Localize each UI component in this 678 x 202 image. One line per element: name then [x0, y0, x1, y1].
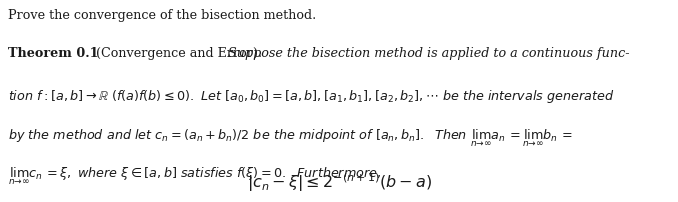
Text: $|c_n - \xi| \leq 2^{-(n+1)}(b - a)$: $|c_n - \xi| \leq 2^{-(n+1)}(b - a)$ — [247, 170, 431, 193]
Text: Suppose the bisection method is applied to a continuous func-: Suppose the bisection method is applied … — [224, 46, 629, 59]
Text: $\mathit{by\ the\ method\ and\ let}$ $c_n = (a_n + b_n)/2$ $\mathit{be\ the\ mid: $\mathit{by\ the\ method\ and\ let}$ $c_… — [8, 126, 573, 148]
Text: Prove the convergence of the bisection method.: Prove the convergence of the bisection m… — [8, 9, 317, 22]
Text: $\lim_{n\to\infty} c_n = \xi, $ $\mathit{where}$ $\xi \in [a, b]$ $\mathit{satis: $\lim_{n\to\infty} c_n = \xi, $ $\mathit… — [8, 165, 382, 186]
Text: (Convergence and Error).: (Convergence and Error). — [92, 46, 262, 59]
Text: Theorem 0.1: Theorem 0.1 — [8, 46, 98, 59]
Text: $\mathit{tion}$ $f : [a, b] \rightarrow \mathbb{R}$ $\mathit{(f(a)f(b) \leq 0).\: $\mathit{tion}$ $f : [a, b] \rightarrow … — [8, 88, 615, 105]
